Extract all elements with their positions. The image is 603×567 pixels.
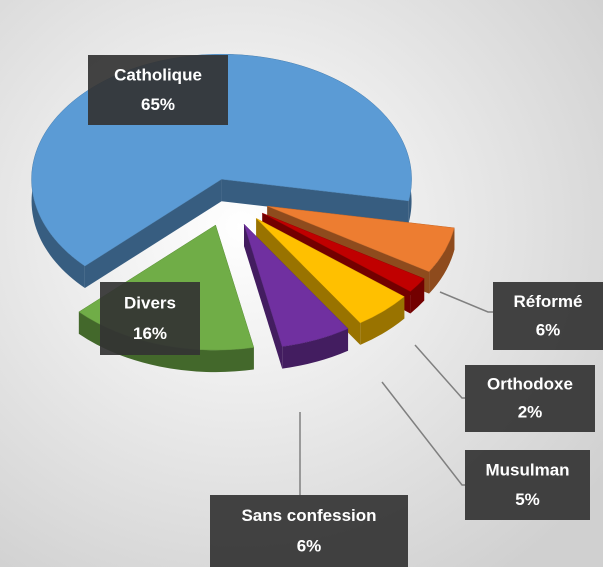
label-box: [465, 365, 595, 432]
leader-line: [414, 344, 465, 399]
label-name: Réformé: [514, 292, 583, 311]
label-name: Musulman: [485, 460, 569, 479]
slice-side: [256, 218, 361, 345]
slice: [262, 212, 425, 292]
label-name: Catholique: [114, 65, 202, 84]
label-value: 6%: [297, 536, 322, 555]
label-value: 2%: [518, 403, 543, 422]
slice-side: [244, 224, 283, 369]
slice-side: [84, 179, 222, 289]
slice-side: [360, 296, 405, 345]
slice-side: [31, 54, 412, 289]
slice-side: [282, 328, 349, 369]
label-value: 5%: [515, 490, 540, 509]
label-box: [465, 450, 590, 520]
slice-side: [410, 278, 425, 314]
slice: [243, 223, 349, 347]
label-value: 16%: [133, 324, 167, 343]
labels: Catholique 65% Réformé 6% Orthodoxe 2% Musulma…: [88, 55, 603, 567]
label-box: [493, 282, 603, 350]
label-name: Divers: [124, 293, 176, 312]
label-value: 65%: [141, 95, 175, 114]
leader-line: [439, 291, 493, 313]
label-name: Orthodoxe: [487, 375, 573, 394]
label-box: [88, 55, 228, 125]
leader-line: [381, 381, 465, 486]
slice-group: [256, 218, 405, 345]
slice-group: [243, 223, 349, 369]
label-box: [100, 282, 200, 355]
slice-side: [221, 179, 409, 223]
slice-side: [429, 227, 455, 294]
slice: [256, 218, 405, 324]
label-box: [210, 495, 408, 567]
slice-side: [78, 311, 254, 373]
label-name: Sans confession: [241, 506, 376, 525]
label-value: 6%: [536, 320, 561, 339]
slice: [267, 205, 455, 272]
